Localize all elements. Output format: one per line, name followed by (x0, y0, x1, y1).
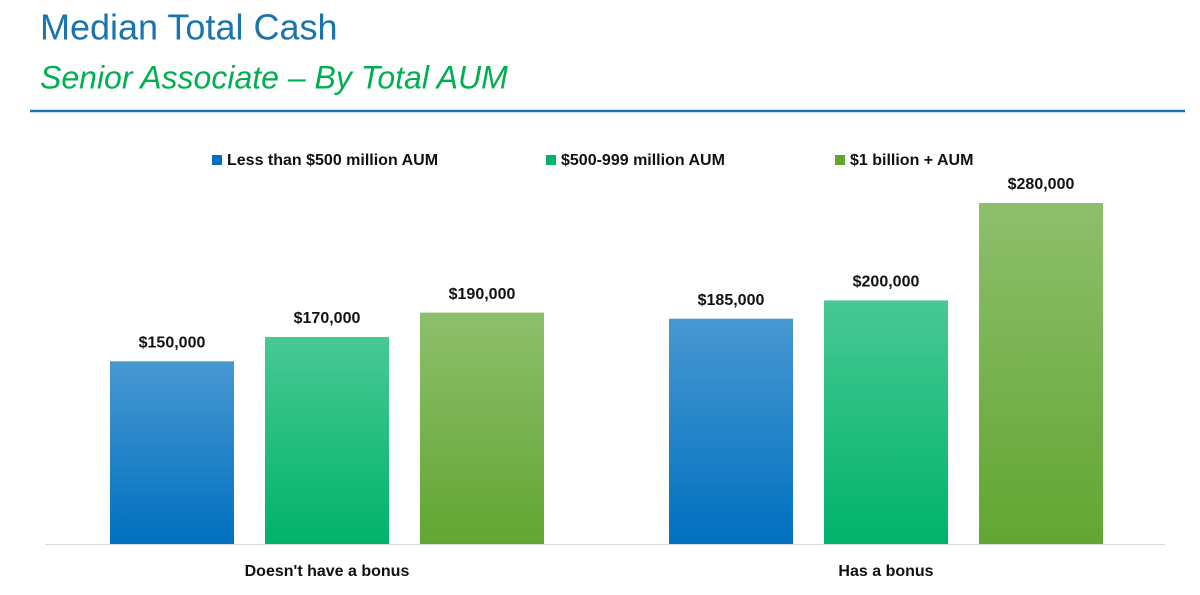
chart-subtitle: Senior Associate – By Total AUM (40, 59, 508, 95)
x-tick-label: Has a bonus (838, 563, 933, 580)
bar (420, 312, 544, 544)
value-label: $190,000 (449, 286, 516, 303)
x-tick-label: Doesn't have a bonus (245, 563, 410, 580)
legend-label: Less than $500 million AUM (227, 152, 438, 169)
legend-label: $500-999 million AUM (561, 152, 725, 169)
bar (979, 203, 1103, 544)
value-label: $150,000 (139, 335, 206, 352)
value-label: $200,000 (853, 274, 920, 291)
bar (669, 318, 793, 544)
legend-swatch (212, 155, 222, 165)
bar (265, 336, 389, 544)
bar (110, 361, 234, 544)
value-label: $170,000 (294, 310, 361, 327)
chart-title: Median Total Cash (40, 7, 338, 48)
legend-swatch (835, 155, 845, 165)
legend-swatch (546, 155, 556, 165)
bar (824, 300, 948, 544)
value-label: $280,000 (1008, 176, 1075, 193)
value-label: $185,000 (698, 292, 765, 309)
legend-label: $1 billion + AUM (850, 152, 973, 169)
